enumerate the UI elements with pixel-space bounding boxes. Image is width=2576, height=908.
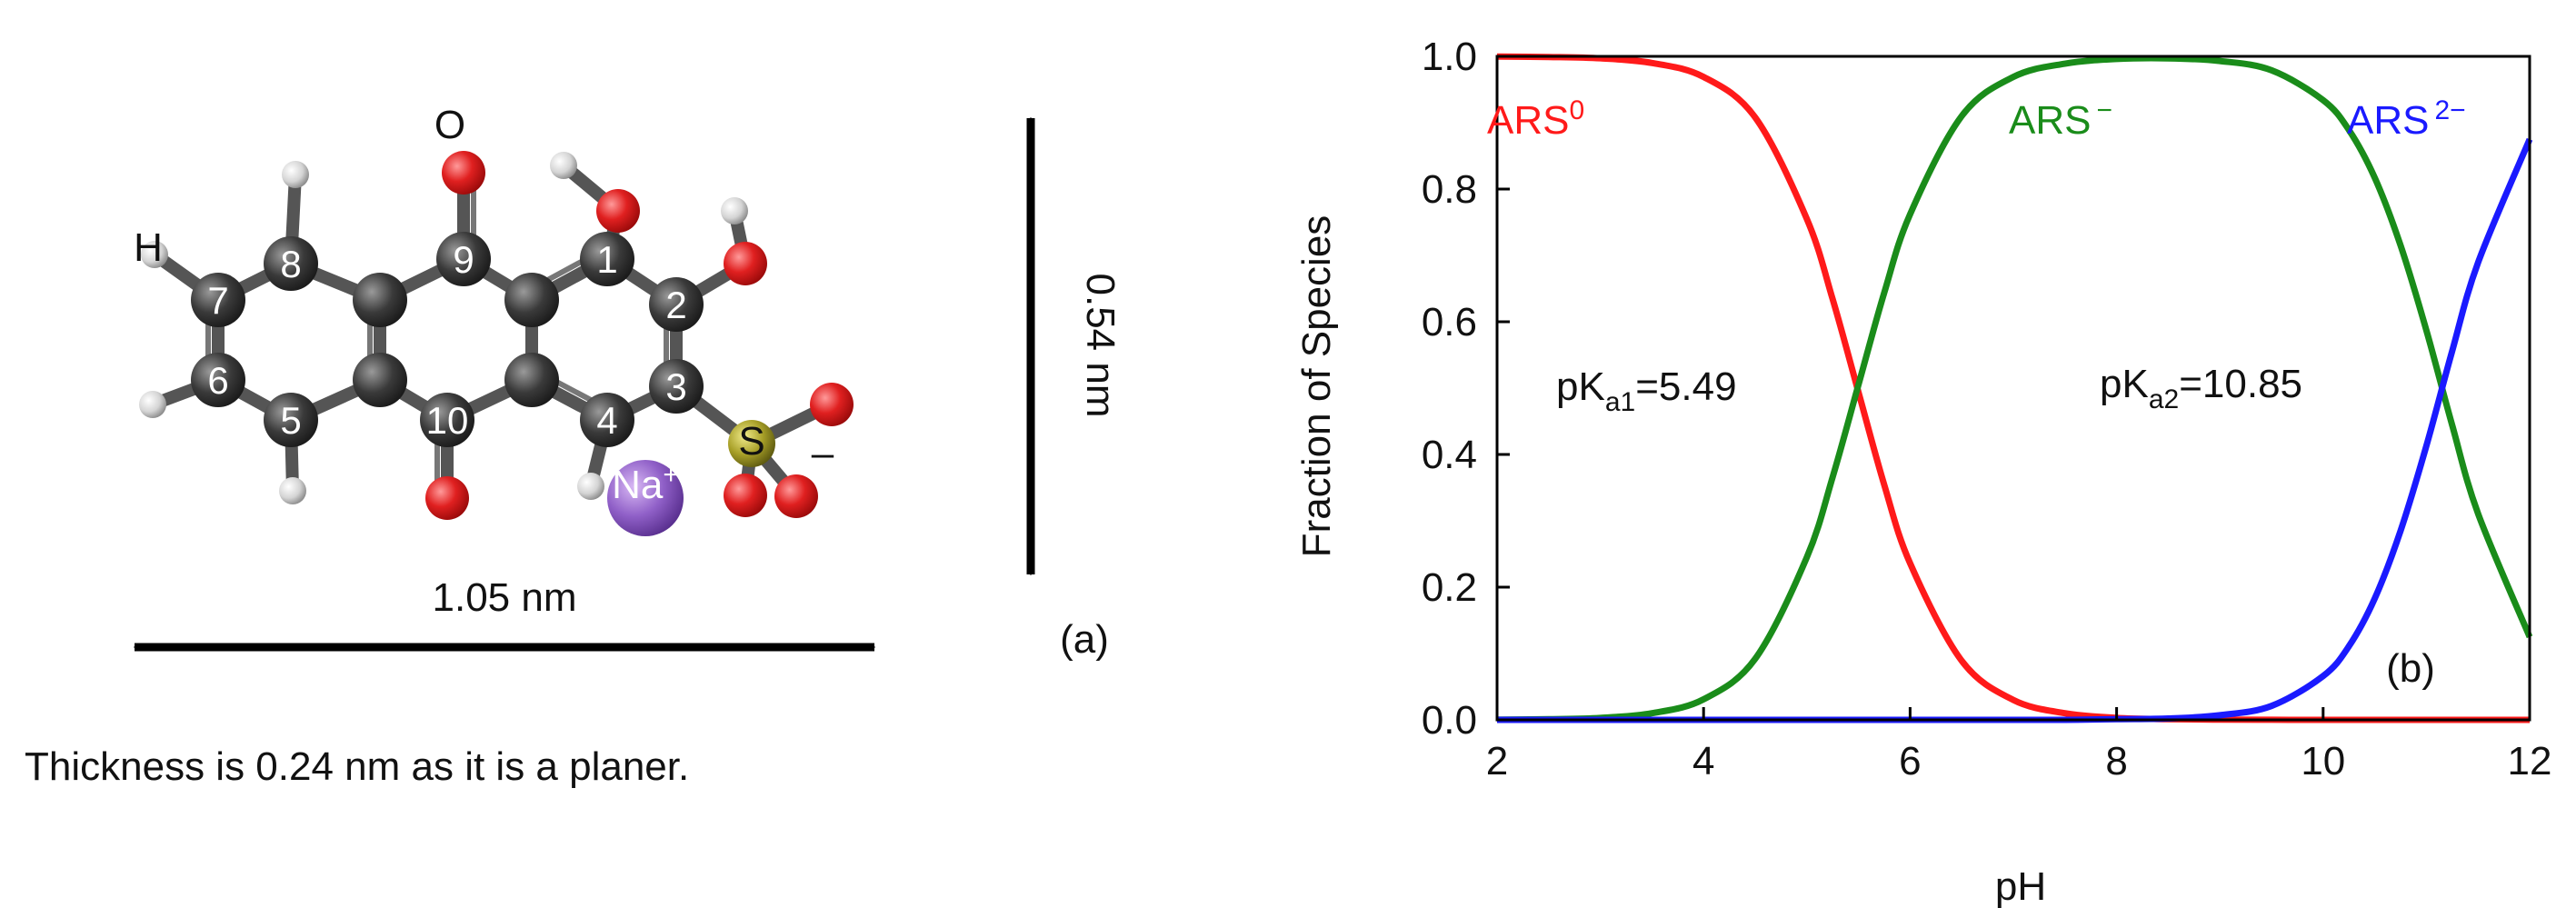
y-tick-label: 0.2 (1422, 565, 1477, 610)
x-tick-label: 2 (1486, 739, 1508, 783)
atom-number-1: 1 (596, 238, 617, 281)
sulfur-atom (728, 420, 775, 467)
hydrogen-atom (141, 241, 168, 268)
carbon-atom (420, 393, 474, 447)
legend-ars-minus: ARS − (2009, 95, 2112, 143)
y-tick-label: 1.0 (1422, 35, 1477, 79)
hydrogen-atom (721, 197, 748, 225)
x-tick-label: 6 (1899, 739, 1921, 783)
legend-ars0: ARS0 (1487, 95, 1584, 143)
axes-layer (1495, 55, 2531, 722)
hydrogen-label: H (134, 225, 163, 270)
atom-number-6: 6 (207, 359, 228, 402)
oxygen-atom (724, 242, 767, 285)
carbon-atom (436, 232, 491, 286)
sodium-ion (607, 460, 684, 536)
plot-frame (1495, 55, 2531, 722)
hydrogen-atom (282, 161, 309, 188)
pka1-annotation: pKa1=5.49 (1556, 364, 1737, 417)
x-tick-label: 8 (2105, 739, 2127, 783)
panel-a-label: (a) (1060, 617, 1109, 662)
hydrogen-atom (550, 152, 577, 179)
x-tick-label: 12 (2508, 739, 2552, 783)
carbon-atom (264, 393, 318, 447)
sulfonate-charge-label: – (812, 431, 834, 475)
oxygen-atom (425, 476, 469, 520)
carbon-atom (649, 277, 704, 332)
oxygen-label: O (434, 103, 465, 147)
species-fraction-chart: 2 4 6 8 10 12 0.0 0.2 0.4 0.6 0.8 1.0 pH Fraction o… (1294, 35, 2551, 908)
sodium-label: Na+ (612, 460, 679, 507)
atom-number-8: 8 (280, 243, 301, 285)
chart-labels-layer: 2 4 6 8 10 12 0.0 0.2 0.4 0.6 0.8 1.0 (1422, 35, 2552, 783)
oxygen-atom (596, 189, 640, 233)
carbon-atom (264, 236, 318, 291)
y-tick-label: 0.0 (1422, 698, 1477, 743)
atom-number-3: 3 (665, 365, 686, 408)
oxygen-atom (724, 474, 767, 517)
atom-number-10: 10 (426, 399, 469, 442)
carbon-atom (353, 353, 407, 407)
oxygen-atom (442, 151, 485, 195)
width-label: 1.05 nm (433, 575, 577, 620)
carbon-atom (191, 273, 245, 327)
thickness-note: Thickness is 0.24 nm as it is a planer. (25, 744, 689, 789)
hydrogen-atom (279, 477, 306, 504)
carbon-atom (504, 273, 559, 327)
carbon-atom (353, 273, 407, 327)
atom-number-4: 4 (596, 399, 617, 442)
hydrogen-atom (139, 391, 166, 418)
y-tick-label: 0.6 (1422, 300, 1477, 344)
sulfur-label: S (738, 419, 764, 464)
series-line-2 (1496, 137, 2533, 723)
x-tick-label: 10 (2301, 739, 2345, 783)
atom-number-labels: 1 2 3 4 5 6 7 8 9 10 (207, 238, 686, 442)
series-line-1 (1496, 55, 2533, 723)
carbon-atom (504, 353, 559, 407)
molecule-atoms (139, 151, 854, 536)
atom-number-2: 2 (665, 284, 686, 326)
carbon-atom (649, 359, 704, 414)
panel-b-label: (b) (2386, 646, 2435, 691)
pka2-annotation: pKa2=10.85 (2100, 362, 2302, 414)
hydrogen-atom (577, 473, 604, 500)
y-tick-label: 0.8 (1422, 167, 1477, 212)
oxygen-atom (810, 383, 854, 426)
atom-number-5: 5 (280, 399, 301, 442)
y-axis-title: Fraction of Species (1294, 215, 1339, 558)
height-label: 0.54 nm (1078, 274, 1123, 418)
x-tick-label: 4 (1692, 739, 1714, 783)
atom-number-7: 7 (207, 279, 228, 322)
legend-ars-2minus: ARS 2− (2347, 95, 2466, 143)
carbon-atom (191, 353, 245, 407)
y-tick-label: 0.4 (1422, 433, 1477, 477)
carbon-atom (580, 393, 634, 447)
carbon-atom (580, 232, 634, 286)
oxygen-atom (774, 474, 818, 518)
x-axis-title: pH (1995, 864, 2046, 908)
atom-number-9: 9 (453, 238, 474, 281)
